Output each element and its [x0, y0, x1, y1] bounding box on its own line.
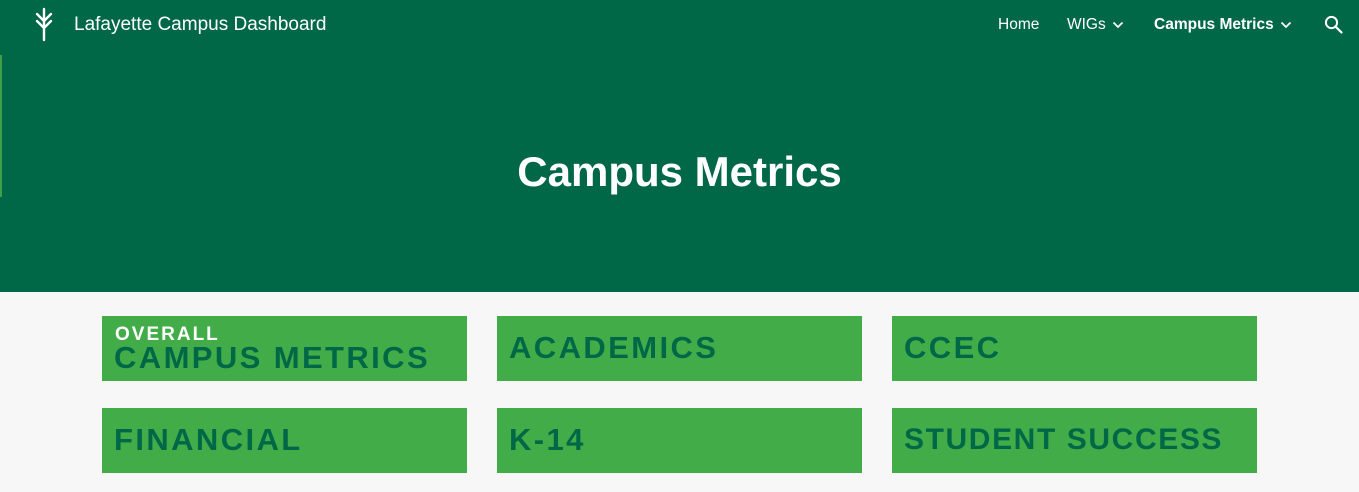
- tile-financial[interactable]: FINANCIAL: [102, 408, 467, 473]
- header-edge-line: [0, 55, 2, 197]
- nav-campus-metrics[interactable]: Campus Metrics: [1154, 13, 1292, 37]
- tile-label: CCEC: [904, 330, 1002, 365]
- nav-home[interactable]: Home: [998, 13, 1039, 37]
- search-icon[interactable]: [1324, 15, 1343, 34]
- tile-k-14[interactable]: K-14: [497, 408, 862, 473]
- wheat-sprout-icon[interactable]: [30, 6, 58, 42]
- tile-student-success[interactable]: STUDENT SUCCESS: [892, 408, 1257, 473]
- page-title: Campus Metrics: [517, 148, 842, 195]
- tile-label: ACADEMICS: [509, 330, 719, 365]
- nav-wigs-label: WIGs: [1067, 16, 1106, 33]
- tile-label: K-14: [509, 422, 586, 457]
- tile-ccec[interactable]: CCEC: [892, 316, 1257, 381]
- tile-label: FINANCIAL: [114, 422, 303, 457]
- tile-superscript: OVERALL: [115, 324, 220, 345]
- nav-campus-metrics-label: Campus Metrics: [1154, 16, 1274, 33]
- tile-overall-campus-metrics[interactable]: OVERALL CAMPUS METRICS: [102, 316, 467, 381]
- tile-academics[interactable]: ACADEMICS: [497, 316, 862, 381]
- nav-wigs[interactable]: WIGs: [1067, 13, 1124, 37]
- nav-home-label: Home: [998, 16, 1040, 33]
- top-navigation-bar: Lafayette Campus Dashboard Home WIGs Cam…: [0, 0, 1359, 50]
- page-header: Lafayette Campus Dashboard Home WIGs Cam…: [0, 0, 1359, 292]
- chevron-down-icon: [1112, 21, 1123, 29]
- site-title[interactable]: Lafayette Campus Dashboard: [74, 14, 327, 35]
- tile-label: CAMPUS METRICS: [114, 340, 431, 375]
- tile-label: STUDENT SUCCESS: [904, 423, 1224, 456]
- chevron-down-icon: [1280, 21, 1291, 29]
